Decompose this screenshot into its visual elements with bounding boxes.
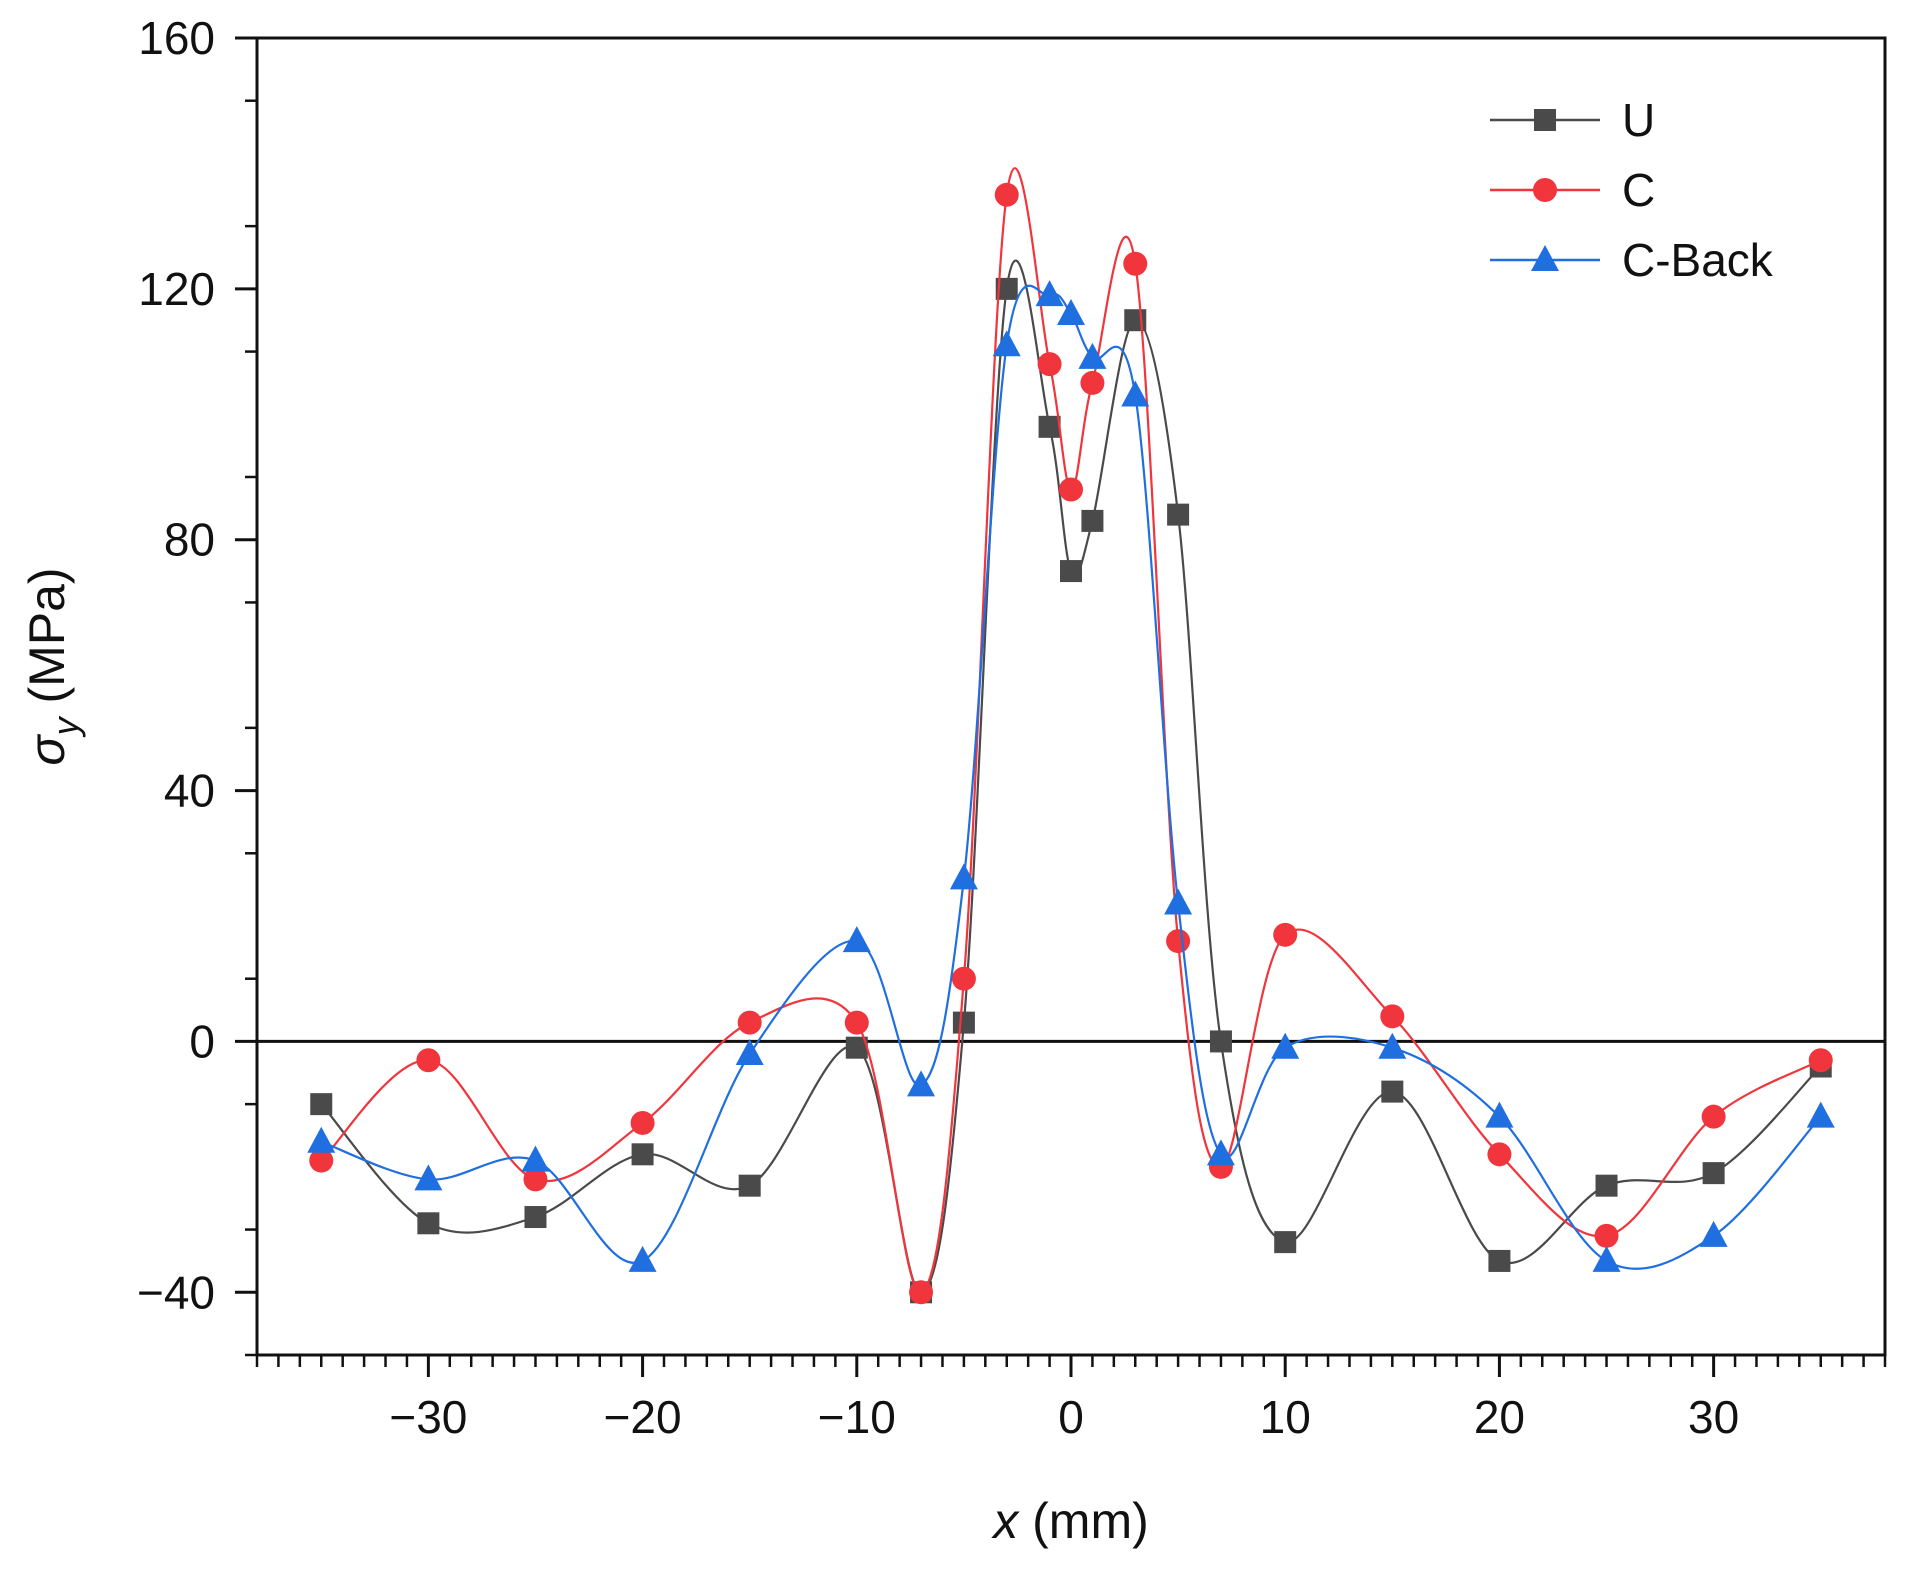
data-point bbox=[1701, 1104, 1726, 1129]
legend-label: C bbox=[1622, 164, 1655, 216]
y-tick-label: 40 bbox=[164, 765, 215, 817]
data-point bbox=[909, 1280, 934, 1305]
data-point bbox=[414, 1164, 443, 1191]
data-point bbox=[417, 1212, 440, 1235]
data-point bbox=[907, 1070, 936, 1097]
data-point bbox=[1080, 370, 1105, 395]
data-point bbox=[1273, 922, 1298, 947]
x-axis-title: x (mm) bbox=[991, 1493, 1149, 1549]
data-point bbox=[310, 1093, 333, 1116]
legend-item: U bbox=[1490, 94, 1655, 146]
data-point bbox=[521, 1145, 550, 1172]
y-axis-title: σy (MPa) bbox=[19, 567, 86, 765]
data-point bbox=[951, 966, 976, 991]
legend-item: C bbox=[1490, 164, 1655, 216]
y-tick-label: 80 bbox=[164, 514, 215, 566]
data-point bbox=[416, 1048, 441, 1073]
series-u bbox=[310, 259, 1832, 1304]
data-point bbox=[524, 1206, 547, 1229]
x-tick-label: 30 bbox=[1688, 1391, 1739, 1443]
data-point bbox=[844, 1010, 869, 1035]
y-tick-label: 0 bbox=[189, 1015, 215, 1067]
data-point bbox=[307, 1126, 336, 1153]
data-point bbox=[1595, 1174, 1618, 1197]
legend-item: C-Back bbox=[1490, 234, 1774, 286]
data-point bbox=[1699, 1220, 1728, 1247]
data-point bbox=[1206, 1139, 1235, 1166]
legend-marker bbox=[1531, 245, 1559, 271]
data-point bbox=[1274, 1231, 1297, 1254]
data-point bbox=[1166, 929, 1191, 954]
legend-marker bbox=[1533, 178, 1557, 202]
data-point bbox=[1808, 1048, 1833, 1073]
data-point bbox=[735, 1038, 764, 1065]
data-point bbox=[994, 182, 1019, 207]
data-point bbox=[737, 1010, 762, 1035]
y-tick-label: 120 bbox=[138, 263, 215, 315]
series-layer bbox=[307, 167, 1835, 1305]
data-point bbox=[309, 1148, 334, 1173]
data-point bbox=[1057, 298, 1085, 325]
x-tick-label: −10 bbox=[818, 1391, 896, 1443]
x-tick-label: 0 bbox=[1058, 1391, 1084, 1443]
data-point bbox=[1592, 1245, 1621, 1272]
data-point bbox=[1594, 1223, 1619, 1248]
x-tick-label: 10 bbox=[1260, 1391, 1311, 1443]
data-point bbox=[845, 1036, 868, 1059]
x-tick-label: −20 bbox=[604, 1391, 682, 1443]
data-point bbox=[1485, 1101, 1514, 1128]
data-point bbox=[628, 1245, 657, 1272]
data-point bbox=[1123, 251, 1148, 276]
x-tick-label: 20 bbox=[1474, 1391, 1525, 1443]
axes-layer: −30 −20 −10 0 10 20 30 −40 0 40 80 120 160 x (mm) σy (… bbox=[19, 12, 1887, 1549]
data-point bbox=[1038, 415, 1061, 438]
data-point bbox=[1806, 1101, 1835, 1128]
data-point bbox=[992, 330, 1021, 357]
data-point bbox=[1164, 888, 1193, 915]
series-c bbox=[309, 167, 1833, 1305]
data-point bbox=[1380, 1004, 1405, 1029]
data-point bbox=[1167, 503, 1190, 526]
data-point bbox=[630, 1110, 655, 1135]
data-point bbox=[1381, 1080, 1404, 1103]
x-tick-label: −30 bbox=[389, 1391, 467, 1443]
data-point bbox=[1271, 1032, 1300, 1059]
y-tick-label: 160 bbox=[138, 12, 215, 64]
data-point bbox=[1060, 560, 1082, 583]
data-point bbox=[949, 863, 978, 890]
data-point bbox=[1121, 380, 1150, 407]
data-point bbox=[1378, 1032, 1407, 1059]
data-point bbox=[1702, 1162, 1725, 1185]
series-line bbox=[320, 284, 1822, 1270]
data-point bbox=[1487, 1142, 1512, 1167]
data-point bbox=[995, 277, 1018, 300]
legend-marker bbox=[1534, 109, 1556, 131]
legend-label: U bbox=[1622, 94, 1655, 146]
y-tick-label: −40 bbox=[137, 1266, 215, 1318]
series-line bbox=[320, 167, 1822, 1294]
data-point bbox=[952, 1011, 975, 1034]
data-point bbox=[523, 1167, 548, 1192]
data-point bbox=[1488, 1249, 1511, 1272]
data-point bbox=[1081, 509, 1104, 532]
legend: UC C-Back bbox=[1490, 94, 1774, 286]
data-point bbox=[1209, 1030, 1232, 1053]
legend-label: C-Back bbox=[1622, 234, 1774, 286]
data-point bbox=[631, 1143, 654, 1166]
data-point bbox=[738, 1174, 761, 1197]
data-point bbox=[842, 926, 871, 953]
series-c-back bbox=[307, 280, 1835, 1272]
data-point bbox=[1059, 477, 1083, 502]
data-point bbox=[1124, 309, 1147, 332]
data-point bbox=[1037, 352, 1062, 377]
data-point bbox=[1078, 342, 1107, 369]
data-point bbox=[1035, 280, 1064, 307]
series-line bbox=[320, 259, 1822, 1294]
